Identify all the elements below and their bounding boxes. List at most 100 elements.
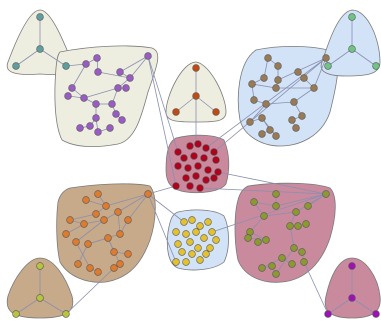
node-bottom-right-magenta (348, 262, 356, 270)
node-center-red (210, 148, 218, 156)
node-center-red (192, 172, 200, 180)
node-center-yellow (196, 222, 204, 230)
node-left-orange (72, 238, 80, 246)
node-left-orange (124, 216, 132, 224)
node-left-purple (122, 84, 130, 92)
edge-left-orange (77, 243, 89, 265)
node-left-orange (92, 210, 100, 218)
node-left-orange (62, 230, 70, 238)
node-right-brown (290, 98, 298, 106)
edge-left-orange (117, 193, 149, 213)
node-right-olive (286, 222, 294, 230)
node-right-brown (300, 74, 308, 82)
node-left-orange (84, 240, 92, 248)
node-left-purple (92, 114, 100, 122)
node-right-olive (294, 222, 302, 230)
node-center-red (210, 174, 218, 182)
inter-cluster-edge (147, 193, 185, 223)
node-left-orange (102, 202, 110, 210)
node-top-left-teal (36, 45, 44, 53)
node-top-right-green (348, 13, 356, 21)
node-center-yellow (202, 250, 210, 258)
edge-right-olive (275, 193, 327, 207)
node-left-orange (110, 248, 118, 256)
node-center-yellow (204, 218, 212, 226)
node-right-brown (250, 96, 258, 104)
node-right-brown (274, 76, 282, 84)
node-left-orange (116, 260, 124, 268)
node-right-olive (292, 208, 300, 216)
edge-right-brown (249, 103, 267, 123)
node-center-red (186, 182, 194, 190)
node-right-olive (298, 248, 306, 256)
node-right-olive (272, 270, 280, 278)
edge-right-brown (251, 83, 277, 89)
node-top-center-orange (192, 92, 200, 100)
node-left-purple (93, 54, 101, 62)
node-right-brown (292, 124, 300, 132)
node-top-center-orange (172, 108, 180, 116)
edge-bottom-left-lime (39, 297, 67, 315)
node-center-yellow (212, 236, 220, 244)
edge-top-left-teal (39, 48, 67, 67)
node-right-olive (288, 260, 296, 268)
edge-top-left-teal (15, 48, 41, 67)
edge-left-orange (75, 219, 105, 243)
node-left-purple (106, 124, 114, 132)
edge-right-brown (265, 101, 295, 105)
node-left-purple (116, 68, 124, 76)
node-right-brown (258, 130, 266, 138)
node-right-olive (258, 264, 266, 272)
edge-left-purple (83, 87, 119, 99)
node-right-brown (246, 118, 254, 126)
node-bottom-left-lime (36, 262, 44, 270)
node-right-olive (322, 190, 330, 198)
node-left-orange (82, 196, 90, 204)
node-bottom-right-magenta (324, 310, 332, 318)
node-right-olive (244, 234, 252, 242)
node-left-orange (144, 190, 152, 198)
edge-left-orange (105, 193, 149, 207)
edge-left-orange (127, 193, 149, 221)
edge-left-purple (129, 55, 149, 79)
inter-cluster-edge (211, 193, 327, 233)
edge-left-purple (71, 63, 87, 89)
node-left-purple (144, 52, 152, 60)
node-left-purple (118, 116, 126, 124)
node-left-orange (86, 264, 94, 272)
node-center-yellow (178, 248, 186, 256)
node-center-red (202, 144, 210, 152)
node-right-olive (278, 254, 286, 262)
node-center-red (200, 154, 208, 162)
node-center-red (190, 152, 198, 160)
node-right-brown (294, 68, 302, 76)
cluster-hull-bottom-right-magenta (324, 257, 381, 319)
node-right-brown (298, 112, 306, 120)
node-center-yellow (172, 228, 180, 236)
node-right-brown (272, 84, 280, 92)
node-left-orange (66, 216, 74, 224)
graph-nodes (12, 13, 380, 318)
node-left-orange (80, 220, 88, 228)
node-bottom-left-lime (62, 310, 70, 318)
node-left-purple (64, 92, 72, 100)
node-right-brown (258, 114, 266, 122)
inter-cluster-edge (147, 193, 177, 263)
node-center-yellow (192, 228, 200, 236)
node-right-olive (268, 262, 276, 270)
graph-edges (15, 17, 377, 315)
edge-left-purple (119, 55, 149, 73)
node-left-orange (74, 260, 82, 268)
node-center-red (180, 154, 188, 162)
inter-cluster-edge (65, 267, 115, 315)
edge-right-olive (253, 201, 277, 207)
node-center-yellow (188, 250, 196, 258)
node-right-brown (322, 54, 330, 62)
node-center-yellow (174, 240, 182, 248)
node-center-yellow (200, 234, 208, 242)
edge-right-olive (289, 225, 295, 249)
edge-top-right-green (351, 48, 377, 67)
node-left-purple (92, 100, 100, 108)
node-top-right-green (324, 62, 332, 70)
